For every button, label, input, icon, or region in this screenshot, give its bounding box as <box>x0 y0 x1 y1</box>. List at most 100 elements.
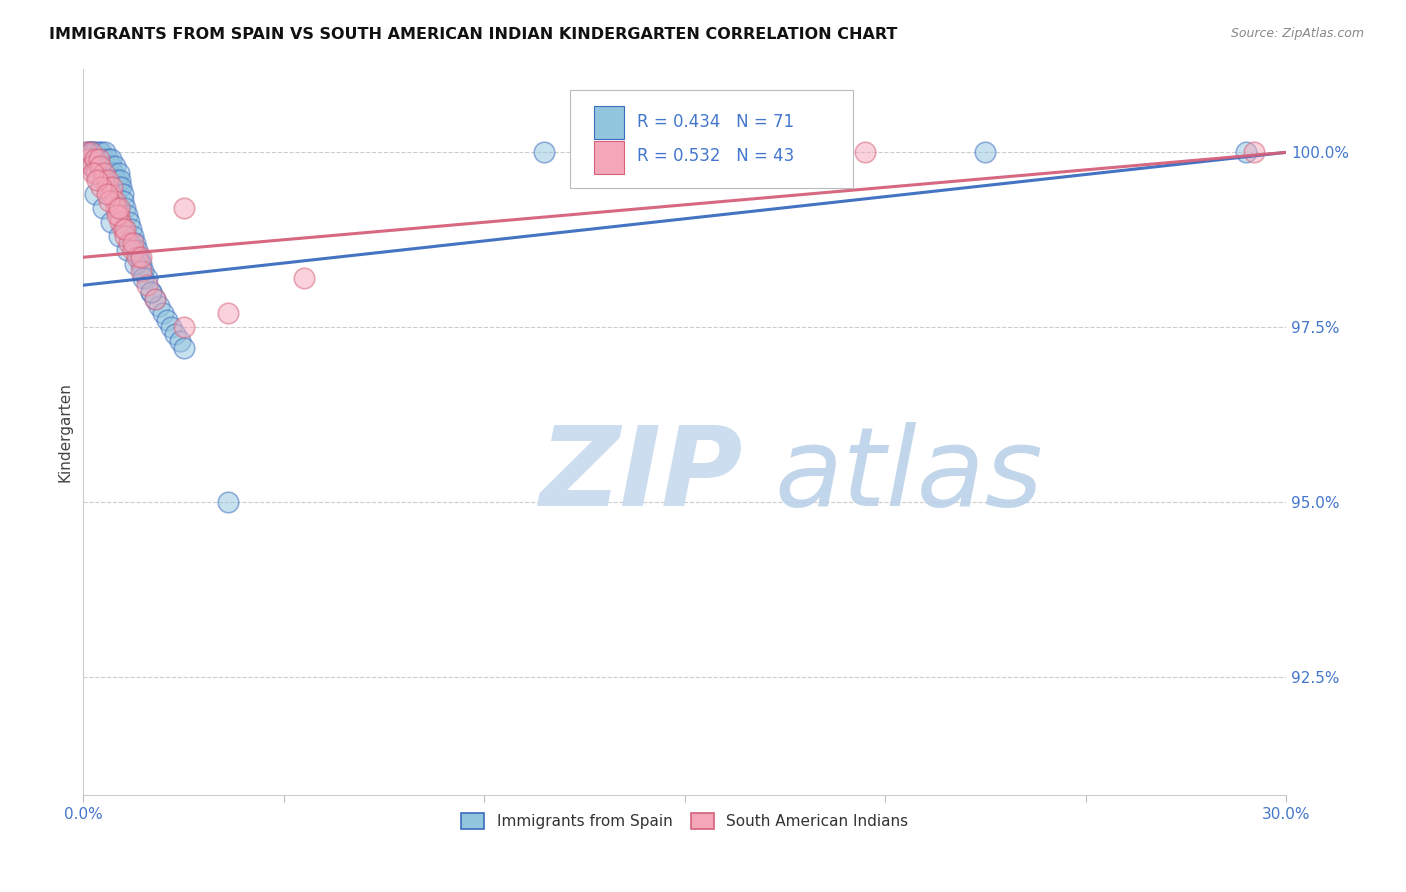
Legend: Immigrants from Spain, South American Indians: Immigrants from Spain, South American In… <box>456 806 914 835</box>
Point <box>108 180 131 194</box>
Point <box>91 166 114 180</box>
Point <box>77 145 100 160</box>
Point <box>853 145 876 160</box>
Point <box>105 208 128 222</box>
Point <box>734 145 756 160</box>
Point <box>91 173 114 187</box>
Text: Source: ZipAtlas.com: Source: ZipAtlas.com <box>1230 27 1364 40</box>
Point <box>93 153 115 167</box>
Point <box>173 341 195 355</box>
Text: R = 0.532   N = 43: R = 0.532 N = 43 <box>637 147 794 166</box>
Point <box>82 145 104 160</box>
Point <box>98 166 121 180</box>
Point <box>84 166 107 180</box>
Point <box>145 292 167 306</box>
Point <box>292 271 315 285</box>
Point <box>89 153 111 167</box>
Point <box>152 306 174 320</box>
Point <box>114 222 136 236</box>
Point <box>89 160 111 174</box>
Point <box>100 215 122 229</box>
Point <box>1234 145 1257 160</box>
Text: atlas: atlas <box>775 422 1043 529</box>
Point <box>173 320 195 334</box>
Point <box>83 153 105 167</box>
Point <box>96 187 118 202</box>
Point <box>217 306 239 320</box>
Point <box>117 208 139 222</box>
Point <box>96 173 118 187</box>
Text: IMMIGRANTS FROM SPAIN VS SOUTH AMERICAN INDIAN KINDERGARTEN CORRELATION CHART: IMMIGRANTS FROM SPAIN VS SOUTH AMERICAN … <box>49 27 897 42</box>
Point <box>103 166 125 180</box>
Point <box>100 160 122 174</box>
Point <box>105 173 128 187</box>
Point <box>82 160 104 174</box>
Point <box>76 153 98 167</box>
Point <box>120 222 142 236</box>
Point <box>79 145 101 160</box>
Point <box>84 166 107 180</box>
Point <box>118 215 141 229</box>
Point <box>141 285 163 300</box>
Point <box>136 271 159 285</box>
Point <box>108 215 131 229</box>
Point <box>122 236 145 251</box>
Point <box>217 495 239 509</box>
Bar <box>595 106 624 139</box>
Point <box>111 222 134 236</box>
Point <box>160 320 183 334</box>
Text: ZIP: ZIP <box>540 422 744 529</box>
Point <box>87 153 110 167</box>
Point <box>173 202 195 216</box>
Point <box>131 250 153 264</box>
Point <box>105 180 128 194</box>
Point <box>87 145 110 160</box>
Point <box>124 236 146 251</box>
Point <box>533 145 555 160</box>
Point <box>96 180 118 194</box>
Point <box>593 145 616 160</box>
Point <box>141 285 163 300</box>
Point <box>97 153 120 167</box>
Point <box>93 166 115 180</box>
Point <box>90 145 112 160</box>
Point <box>105 202 128 216</box>
Point <box>77 153 100 167</box>
Y-axis label: Kindergarten: Kindergarten <box>58 382 72 482</box>
Text: R = 0.434   N = 71: R = 0.434 N = 71 <box>637 112 793 130</box>
Point <box>128 250 150 264</box>
Point <box>114 229 136 244</box>
Point <box>79 153 101 167</box>
Point <box>122 229 145 244</box>
Point <box>100 187 122 202</box>
Point <box>90 180 112 194</box>
Point <box>84 187 107 202</box>
Point <box>101 173 124 187</box>
Point <box>91 202 114 216</box>
Bar <box>595 141 624 174</box>
Point <box>98 194 121 209</box>
Point <box>76 145 98 160</box>
Point <box>82 160 104 174</box>
Point <box>80 145 103 160</box>
Point <box>165 327 187 342</box>
Point <box>132 271 155 285</box>
Point <box>101 180 124 194</box>
Point <box>148 299 170 313</box>
Point <box>108 229 131 244</box>
Point <box>112 194 135 209</box>
Point <box>1243 145 1265 160</box>
Point <box>89 160 111 174</box>
Point <box>118 236 141 251</box>
Point <box>169 334 191 348</box>
Point <box>97 173 120 187</box>
Point <box>84 145 107 160</box>
Point <box>100 153 122 167</box>
FancyBboxPatch shape <box>571 90 853 188</box>
Point <box>91 160 114 174</box>
Point <box>974 145 997 160</box>
Point <box>96 160 118 174</box>
Point <box>104 173 127 187</box>
Point <box>108 173 131 187</box>
Point <box>107 166 129 180</box>
